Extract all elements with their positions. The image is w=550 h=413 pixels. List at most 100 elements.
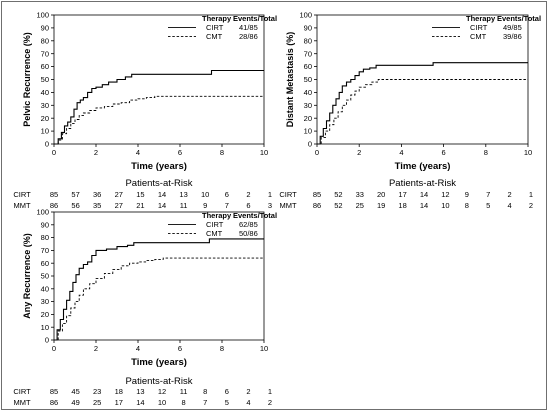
risk-cell: 6 <box>225 387 229 396</box>
y-tick-label: 30 <box>41 297 49 306</box>
risk-cell: 13 <box>179 190 187 199</box>
legend-events-cmt: 28/86 <box>239 32 258 41</box>
risk-cell: 14 <box>420 190 428 199</box>
risk-cell: 12 <box>441 190 449 199</box>
y-tick-label: 40 <box>41 88 49 97</box>
risk-cell: 8 <box>465 201 469 210</box>
x-tick-label: 8 <box>220 344 224 353</box>
risk-cell: 5 <box>486 201 490 210</box>
legend-header-events: Events/Total <box>233 211 277 220</box>
y-tick-label: 0 <box>308 140 312 149</box>
risk-cell: 2 <box>508 190 512 199</box>
risk-cell: 1 <box>529 190 533 199</box>
legend-header-therapy: Therapy <box>466 14 496 23</box>
plot-frame <box>53 211 265 341</box>
y-tick-label: 0 <box>45 140 49 149</box>
risk-cell: 15 <box>136 190 144 199</box>
x-tick-label: 0 <box>52 344 56 353</box>
risk-cell: 2 <box>246 387 250 396</box>
y-tick-label: 90 <box>41 24 49 33</box>
legend-label-cirt: CIRT <box>206 220 224 229</box>
risk-cell: 12 <box>158 387 166 396</box>
risk-cell: 33 <box>356 190 364 199</box>
y-tick-label: 0 <box>45 336 49 345</box>
y-tick-label: 80 <box>304 36 312 45</box>
risk-table-title: Patients-at-Risk <box>125 376 192 387</box>
series-line-cmt <box>54 257 264 341</box>
x-tick-label: 2 <box>94 344 98 353</box>
risk-cell: 13 <box>136 387 144 396</box>
risk-cell: 36 <box>93 190 101 199</box>
x-axis-label: Time (years) <box>131 357 187 368</box>
y-tick-label: 10 <box>304 127 312 136</box>
y-tick-label: 70 <box>304 49 312 58</box>
x-tick-label: 2 <box>94 148 98 157</box>
y-tick-label: 100 <box>299 11 312 20</box>
x-tick-label: 2 <box>357 148 361 157</box>
x-axis-label: Time (years) <box>131 161 187 172</box>
risk-cell: 21 <box>136 201 144 210</box>
risk-cell: 11 <box>180 387 188 396</box>
y-tick-label: 100 <box>36 208 49 217</box>
risk-cell: 10 <box>158 398 166 407</box>
risk-cell: 20 <box>377 190 385 199</box>
risk-row-label: MMT <box>13 398 30 407</box>
x-tick-label: 10 <box>524 148 532 157</box>
legend-label-cirt: CIRT <box>470 23 488 32</box>
y-tick-label: 90 <box>41 220 49 229</box>
legend-events-cirt: 62/85 <box>239 220 258 229</box>
x-tick-label: 4 <box>399 148 403 157</box>
legend-label-cmt: CMT <box>206 32 223 41</box>
legend-header-therapy: Therapy <box>202 211 232 220</box>
risk-cell: 27 <box>115 190 123 199</box>
risk-cell: 1 <box>268 190 272 199</box>
y-tick-label: 70 <box>41 49 49 58</box>
y-tick-label: 60 <box>41 62 49 71</box>
risk-cell: 14 <box>158 201 166 210</box>
y-tick-label: 30 <box>41 101 49 110</box>
legend-events-cirt: 49/85 <box>503 23 522 32</box>
y-axis-label: Distant Metastasis (%) <box>285 32 295 128</box>
y-tick-label: 10 <box>41 127 49 136</box>
risk-cell: 7 <box>486 190 490 199</box>
risk-cell: 10 <box>201 190 209 199</box>
risk-cell: 35 <box>93 201 101 210</box>
x-tick-label: 10 <box>260 148 268 157</box>
x-axis-label: Time (years) <box>395 161 451 172</box>
risk-cell: 14 <box>158 190 166 199</box>
risk-table-title: Patients-at-Risk <box>125 178 192 189</box>
y-tick-label: 40 <box>41 284 49 293</box>
y-tick-label: 60 <box>41 259 49 268</box>
risk-cell: 17 <box>115 398 123 407</box>
x-tick-label: 8 <box>220 148 224 157</box>
risk-cell: 10 <box>441 201 449 210</box>
risk-row-label: CIRT <box>13 387 31 396</box>
risk-cell: 2 <box>529 201 533 210</box>
risk-cell: 9 <box>465 190 469 199</box>
risk-row-label: CIRT <box>13 190 31 199</box>
risk-cell: 11 <box>180 201 188 210</box>
x-tick-label: 6 <box>178 344 182 353</box>
risk-row-label: MMT <box>279 201 296 210</box>
risk-cell: 19 <box>377 201 385 210</box>
y-tick-label: 20 <box>41 310 49 319</box>
risk-row-label: CIRT <box>279 190 297 199</box>
legend-events-cmt: 50/86 <box>239 229 258 238</box>
plot-frame <box>53 14 265 145</box>
series-line-cmt <box>317 79 528 145</box>
km-panel-3: 0 10 20 30 40 50 60 70 80 90 100 0 2 4 6 8 10 Any Recurre… <box>13 208 277 407</box>
y-tick-label: 50 <box>41 272 49 281</box>
legend-label-cirt: CIRT <box>206 23 224 32</box>
risk-cell: 57 <box>71 190 79 199</box>
km-panel-1: 0 10 20 30 40 50 60 70 80 90 100 0 2 4 6 8 10 Pelvic Recu… <box>13 11 277 210</box>
risk-cell: 52 <box>334 201 342 210</box>
km-panel-2: 0 10 20 30 40 50 60 70 80 90 100 0 2 4 6 8 10 Distant Met… <box>279 11 541 210</box>
risk-cell: 85 <box>50 190 58 199</box>
legend-header-therapy: Therapy <box>202 14 232 23</box>
y-axis-label: Any Recurrence (%) <box>22 233 32 319</box>
risk-table-title: Patients-at-Risk <box>389 178 456 189</box>
y-tick-label: 60 <box>304 62 312 71</box>
y-tick-label: 10 <box>41 323 49 332</box>
